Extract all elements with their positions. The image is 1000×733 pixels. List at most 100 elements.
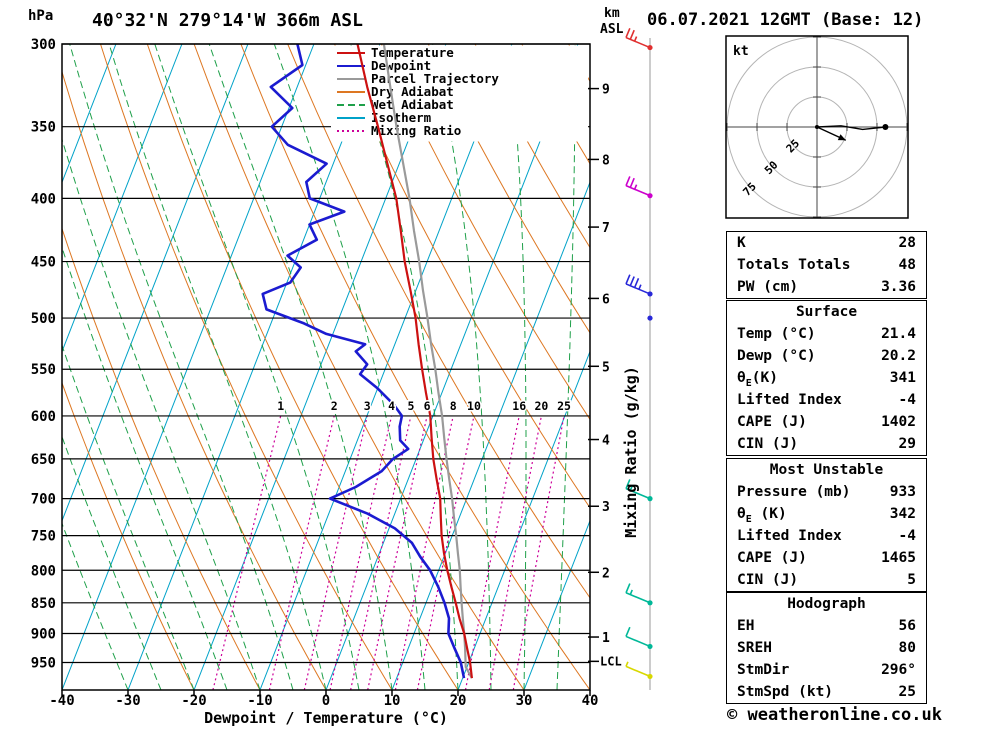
most-unstable-row: θE (K) 342 [727, 503, 926, 525]
wind-barb-tick [633, 36, 638, 42]
stat-label: θE(K) [737, 370, 778, 389]
mixing-ratio-line [329, 415, 393, 690]
stat-label: Totals Totals [737, 257, 851, 273]
most-unstable-panel: Most Unstable Pressure (mb) 933 θE (K) 342 L… [726, 458, 927, 592]
stat-value: 342 [889, 506, 916, 522]
isotherm-line [62, 44, 249, 523]
credit-footer: © weatheronline.co.uk [727, 705, 942, 725]
isotherm-line [62, 44, 183, 353]
stat-label: Lifted Index [737, 392, 842, 408]
km-tick-label: 4 [602, 434, 610, 449]
stat-value: 5 [907, 572, 916, 588]
temp-tick-label: 0 [322, 693, 330, 709]
mixing-ratio-value-label: 1 [277, 399, 284, 413]
pressure-tick-label: 400 [31, 191, 56, 207]
hodograph-trace-end-dot [882, 124, 889, 130]
run-datetime: 06.07.2021 12GMT (Base: 12) [647, 10, 924, 30]
wet-adiabat-line [62, 343, 195, 690]
wind-barb-tick [625, 479, 631, 489]
isotherm-line [62, 44, 315, 690]
stat-value: 56 [898, 618, 916, 634]
stat-label: CAPE (J) [737, 550, 807, 566]
stat-label: CIN (J) [737, 572, 799, 588]
surface-row: CAPE (J) 1402 [727, 411, 926, 433]
dry-adiabat-line [427, 44, 590, 334]
legend-label: Parcel Trajectory [371, 71, 499, 86]
isotherm-line [457, 350, 590, 690]
legend-label: Isotherm [371, 110, 432, 125]
stat-value: -4 [898, 528, 916, 544]
km-tick-label: 1 [602, 631, 610, 646]
mixing-ratio-value-label: 3 [364, 399, 371, 413]
stat-value: 1402 [881, 414, 916, 430]
wet-adiabat-line [154, 44, 360, 690]
temp-tick-label: 10 [384, 693, 401, 709]
km-tick-label: 2 [602, 566, 610, 581]
dry-adiabat-line [380, 44, 590, 421]
wind-barb-staff [625, 487, 651, 500]
pressure-tick-label: 950 [31, 655, 56, 671]
dewpoint-curve [261, 44, 466, 679]
hodograph-unit-label: kt [733, 44, 749, 59]
stat-label: StmDir [737, 662, 790, 678]
most-unstable-row: Pressure (mb) 933 [727, 481, 926, 503]
stat-value: 21.4 [881, 326, 916, 342]
wind-barb-tick [625, 661, 629, 667]
wind-barb-tick [629, 276, 635, 287]
km-tick-label: 5 [602, 360, 610, 375]
stat-value: 80 [898, 640, 916, 656]
hodograph-row: SREH 80 [727, 637, 926, 659]
index-row: Totals Totals 48 [727, 254, 926, 276]
mixing-ratio-value-label: 4 [388, 399, 395, 413]
hodograph-trace [816, 125, 886, 131]
hodograph-row: StmDir 296° [727, 659, 926, 681]
surface-panel: Surface Temp (°C) 21.4 Dewp (°C) 20.2 θE(K) 3… [726, 300, 927, 456]
km-tick-label: 9 [602, 83, 610, 98]
stat-value: 341 [889, 370, 916, 386]
most-unstable-panel-title: Most Unstable [769, 462, 884, 478]
temperature-curve [356, 44, 473, 679]
legend-box [331, 45, 588, 142]
wet-adiabat-line [62, 435, 162, 690]
stat-label: StmSpd (kt) [737, 684, 834, 700]
wind-barb-tick [629, 589, 633, 595]
mixing-ratio-line [212, 415, 282, 690]
pressure-tick-label: 550 [31, 362, 56, 378]
stat-value: 1465 [881, 550, 916, 566]
wet-adiabat-line [62, 522, 129, 690]
stat-label: θE (K) [737, 506, 787, 525]
stat-value: 296° [881, 662, 916, 678]
index-row: PW (cm) 3.36 [727, 276, 926, 298]
wind-barb-tick [638, 284, 642, 290]
stat-value: 20.2 [881, 348, 916, 364]
stat-label: Dewp (°C) [737, 348, 816, 364]
stat-label: PW (cm) [737, 279, 799, 295]
temp-tick-label: -30 [115, 693, 140, 709]
mixing-ratio-value-label: 10 [467, 399, 481, 413]
most-unstable-row: Lifted Index -4 [727, 525, 926, 547]
stat-label: CIN (J) [737, 436, 799, 452]
mixing-ratio-line [488, 415, 542, 690]
surface-row: Dewp (°C) 20.2 [727, 345, 926, 367]
wind-barb-staff [625, 36, 651, 49]
dry-adiabat-line [474, 44, 590, 249]
dry-adiabat-line [62, 381, 195, 690]
surface-row: Lifted Index -4 [727, 389, 926, 411]
isotherm-line [62, 44, 117, 184]
wind-barb-tick [629, 485, 633, 491]
mixing-ratio-line [350, 415, 412, 690]
mixing-ratio-line [268, 415, 335, 690]
wind-barb-tick [629, 177, 635, 188]
index-row: K 28 [727, 232, 926, 254]
wind-barb-tick [625, 583, 631, 594]
height-axis-unit-km: km [604, 6, 620, 21]
stat-value: 25 [898, 684, 916, 700]
most-unstable-row: CIN (J) 5 [727, 569, 926, 591]
wet-adiabat-line [108, 44, 327, 690]
surface-panel-title: Surface [795, 304, 858, 320]
station-title: 40°32'N 279°14'W 366m ASL [92, 10, 363, 31]
